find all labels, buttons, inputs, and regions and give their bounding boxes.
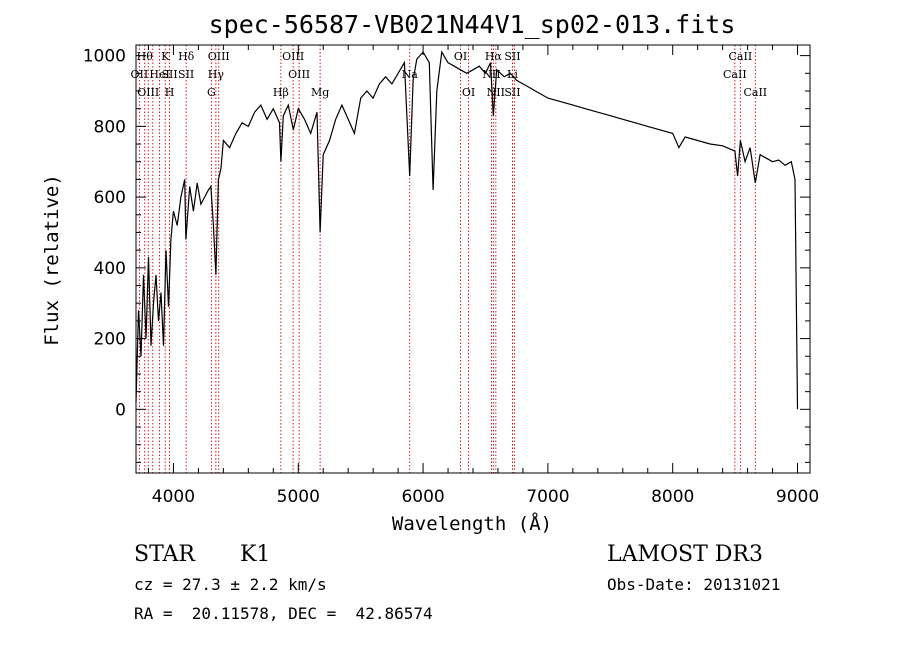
line-label: Na <box>402 68 419 81</box>
y-tick-label: 200 <box>94 330 126 350</box>
survey-name: LAMOST DR3 <box>607 542 763 567</box>
y-axis-label: Flux (relative) <box>41 174 63 346</box>
line-label: HeI <box>149 68 169 81</box>
x-tick-label: 9000 <box>776 487 819 507</box>
line-label: SII <box>161 68 177 81</box>
line-label: SII <box>178 68 194 81</box>
chart-title: spec-56587-VB021N44V1_sp02-013.fits <box>209 10 736 39</box>
x-axis-label: Wavelength (Å) <box>392 512 552 535</box>
x-tick-label: 8000 <box>651 487 694 507</box>
line-label: SII <box>504 50 520 63</box>
spectral-line-labels: OIIHθOIIIHeIKHSIIHδSIIGHγOIIIHβOIIIOIIIM… <box>131 50 768 99</box>
line-label: OII <box>131 68 149 81</box>
line-label: NII <box>487 86 505 99</box>
line-label: Hβ <box>273 86 289 99</box>
line-label: CaII <box>729 50 753 63</box>
line-label: OI <box>462 86 475 99</box>
y-tick-label: 0 <box>115 400 126 420</box>
line-label: Mg <box>311 86 329 99</box>
line-label: Hδ <box>178 50 195 63</box>
line-label: OIII <box>288 68 310 81</box>
line-label: OIII <box>137 86 159 99</box>
object-class: STAR <box>134 542 196 567</box>
spectral-line-markers <box>138 45 756 473</box>
x-tick-label: 5000 <box>277 487 320 507</box>
y-tick-label: 1000 <box>83 47 126 67</box>
y-tick-label: 600 <box>94 188 126 208</box>
y-tick-label: 800 <box>94 117 126 137</box>
line-label: Hα <box>485 50 503 63</box>
line-label: Li <box>507 68 518 81</box>
x-tick-label: 6000 <box>401 487 444 507</box>
redshift-velocity: cz = 27.3 ± 2.2 km/s <box>134 575 327 594</box>
line-label: G <box>207 86 216 99</box>
object-subclass: K1 <box>240 542 270 567</box>
spectrum-series-line <box>135 50 799 410</box>
y-axis-tick-labels: 0 200 400 600 800 1000 <box>83 47 126 421</box>
coordinates: RA = 20.11578, DEC = 42.86574 <box>134 604 433 623</box>
observation-date: Obs-Date: 20131021 <box>607 575 780 594</box>
line-label: Hγ <box>208 68 225 81</box>
x-tick-label: 7000 <box>526 487 569 507</box>
line-label: OIII <box>282 50 304 63</box>
line-label: SII <box>504 86 520 99</box>
line-label: OIII <box>208 50 230 63</box>
line-label: CaII <box>723 68 747 81</box>
x-axis-tick-labels: 4000 5000 6000 7000 8000 9000 <box>152 487 819 507</box>
y-tick-label: 400 <box>94 259 126 279</box>
line-label: CaII <box>743 86 767 99</box>
line-label: Hθ <box>137 50 154 63</box>
line-label: H <box>165 86 175 99</box>
axis-ticks <box>136 45 810 473</box>
line-label: K <box>161 50 170 63</box>
plot-frame <box>135 44 811 474</box>
x-tick-label: 4000 <box>152 487 195 507</box>
line-label: OI <box>454 50 467 63</box>
